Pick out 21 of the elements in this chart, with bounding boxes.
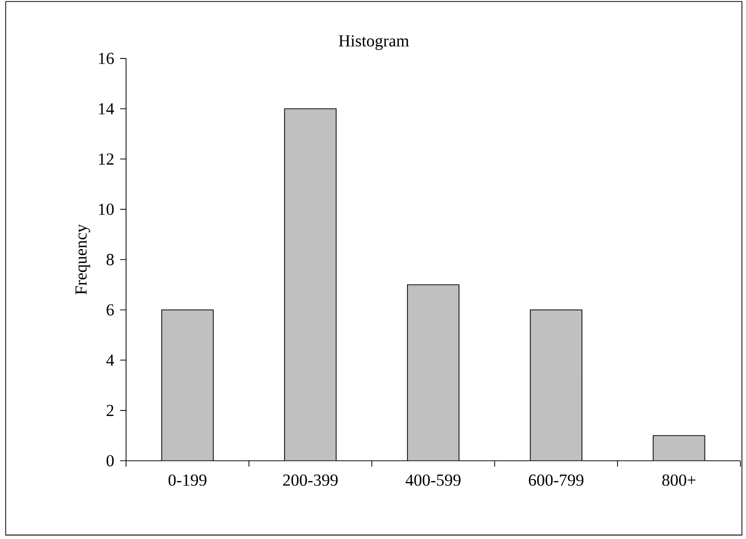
y-tick-label: 0 bbox=[106, 455, 114, 466]
bar bbox=[284, 108, 336, 461]
x-tick-label: 400-599 bbox=[406, 474, 461, 486]
y-tick-label: 2 bbox=[106, 404, 114, 416]
x-tick-label: 0-199 bbox=[168, 474, 206, 486]
bar bbox=[162, 310, 214, 461]
chart-title: Histogram bbox=[338, 35, 409, 50]
x-tick-label: 200-399 bbox=[283, 474, 338, 486]
x-tick-label: 600-799 bbox=[528, 474, 584, 486]
bar bbox=[407, 284, 460, 461]
y-tick-label: 14 bbox=[99, 103, 114, 114]
y-axis-title: Frequency bbox=[76, 224, 90, 295]
y-tick-label: 10 bbox=[99, 204, 114, 215]
bar bbox=[530, 310, 582, 461]
x-tick-label: 800+ bbox=[662, 474, 696, 486]
y-tick-label: 4 bbox=[106, 354, 114, 366]
y-tick-label: 12 bbox=[99, 153, 114, 165]
y-tick-label: 6 bbox=[106, 304, 114, 316]
bar bbox=[652, 435, 706, 461]
y-tick-label: 8 bbox=[106, 254, 114, 266]
y-tick-label: 16 bbox=[99, 52, 114, 64]
